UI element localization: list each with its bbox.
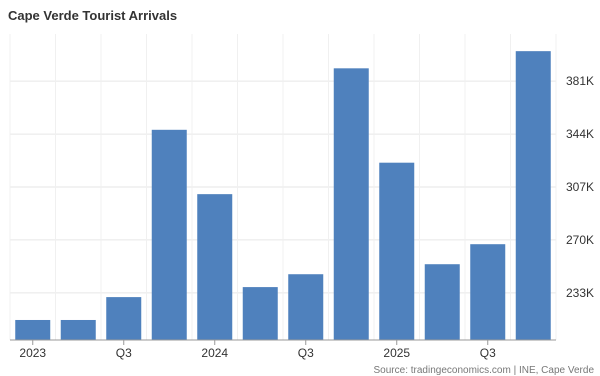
x-tick-label: Q3 (116, 346, 132, 360)
bar-2023-q1 (15, 319, 51, 340)
bar-2023-q4 (151, 129, 187, 340)
x-tick-label: 2024 (201, 346, 228, 360)
tick-labels: 233K 270K 307K 344K 381K 2023 Q3 2024 Q3 2025 Q3 (19, 74, 594, 360)
bar-2024-q3 (288, 274, 324, 340)
x-tick-label: Q3 (480, 346, 496, 360)
x-tick-label: Q3 (298, 346, 314, 360)
bar-2025-q2 (424, 264, 460, 340)
bar-2023-q2 (60, 319, 96, 340)
bar-2024-q4 (333, 68, 369, 341)
axes (10, 339, 556, 345)
y-tick-label: 344K (566, 127, 594, 141)
y-tick-label: 270K (566, 233, 594, 247)
chart-title: Cape Verde Tourist Arrivals (8, 8, 178, 23)
bar-2023-q3 (106, 297, 142, 340)
x-tick-label: 2023 (19, 346, 46, 360)
bar-2024-q2 (242, 287, 278, 340)
y-tick-label: 307K (566, 180, 594, 194)
y-tick-label: 233K (566, 286, 594, 300)
source-note: Source: tradingeconomics.com | INE, Cape… (373, 365, 594, 376)
gridlines (9, 34, 557, 340)
bars (15, 51, 551, 341)
bar-2025-q1 (379, 162, 415, 340)
y-tick-label: 381K (566, 74, 594, 88)
x-tick-label: 2025 (383, 346, 410, 360)
bar-2025-q3 (470, 244, 506, 340)
bar-2025-q4 (515, 51, 551, 341)
bar-2024-q1 (197, 194, 233, 340)
